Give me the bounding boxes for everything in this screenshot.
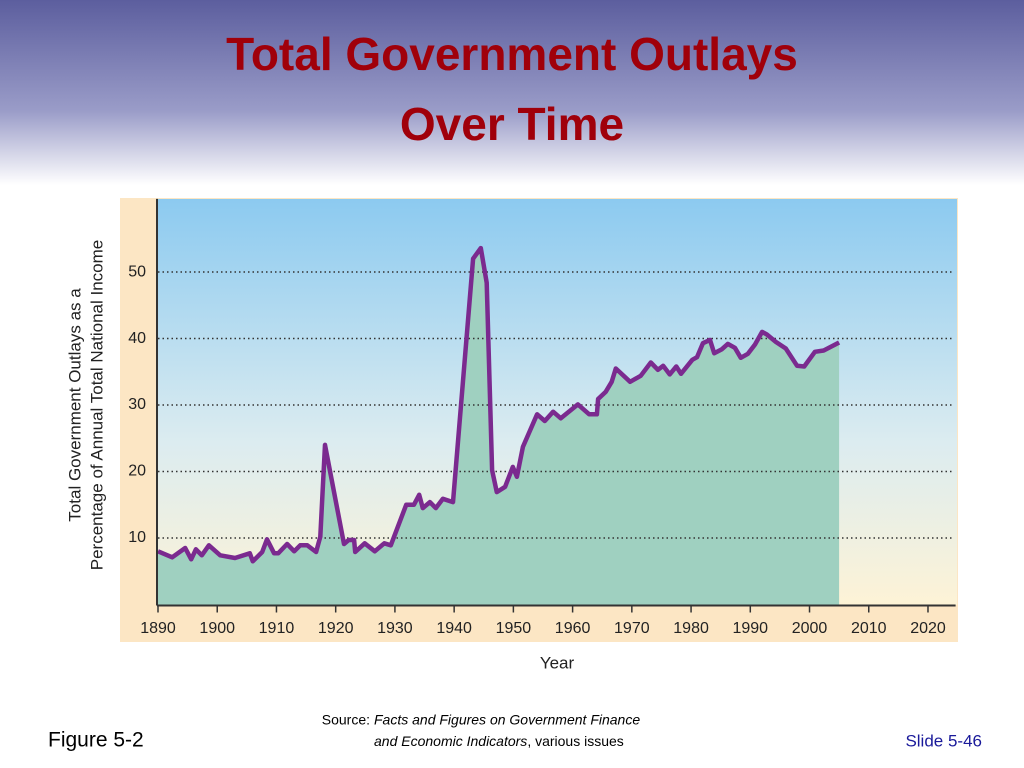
title-line: Over Time — [400, 98, 624, 150]
x-tick-label: 2010 — [851, 620, 887, 637]
y-tick-label: 20 — [128, 463, 146, 480]
y-tick-label: 50 — [128, 263, 146, 280]
x-tick-label: 2020 — [910, 620, 946, 637]
slide-number: Slide 5-46 — [905, 731, 982, 750]
y-axis-label: Percentage of Annual Total National Inco… — [87, 240, 106, 570]
title-line: Total Government Outlays — [226, 28, 798, 80]
x-tick-label: 1900 — [199, 620, 235, 637]
figure-label: Figure 5-2 — [48, 729, 144, 752]
source-line: and Economic Indicators, various issues — [374, 733, 624, 749]
source-suffix: , various issues — [527, 733, 623, 749]
banner — [0, 0, 1024, 185]
area-fill — [158, 248, 840, 605]
y-tick-label: 40 — [128, 330, 146, 347]
x-tick-label: 1920 — [318, 620, 354, 637]
x-tick-label: 1990 — [732, 620, 768, 637]
chart: 10 20 30 40 50 1890 1900 1910 1920 1930 1940 1950 19… — [128, 198, 956, 637]
x-tick-label: 1930 — [377, 620, 413, 637]
x-tick-label: 1890 — [140, 620, 176, 637]
y-tick-label: 10 — [128, 529, 146, 546]
source-title: and Economic Indicators — [374, 733, 527, 749]
x-tick-label: 1970 — [614, 620, 650, 637]
line — [157, 245, 841, 564]
y-tick-label: 30 — [128, 396, 146, 413]
x-tick-label: 2000 — [792, 620, 828, 637]
x-axis-label: Year — [540, 653, 575, 672]
y-axis-label: Total Government Outlays as a — [65, 288, 84, 522]
x-tick-label: 1910 — [259, 620, 295, 637]
x-tick-label: 1960 — [555, 620, 591, 637]
source-title: Facts and Figures on Government Finance — [374, 712, 640, 728]
x-tick-label: 1980 — [673, 620, 709, 637]
source-prefix: Source: — [322, 712, 370, 728]
x-tick-label: 1950 — [496, 620, 532, 637]
x-tick-label: 1940 — [436, 620, 472, 637]
